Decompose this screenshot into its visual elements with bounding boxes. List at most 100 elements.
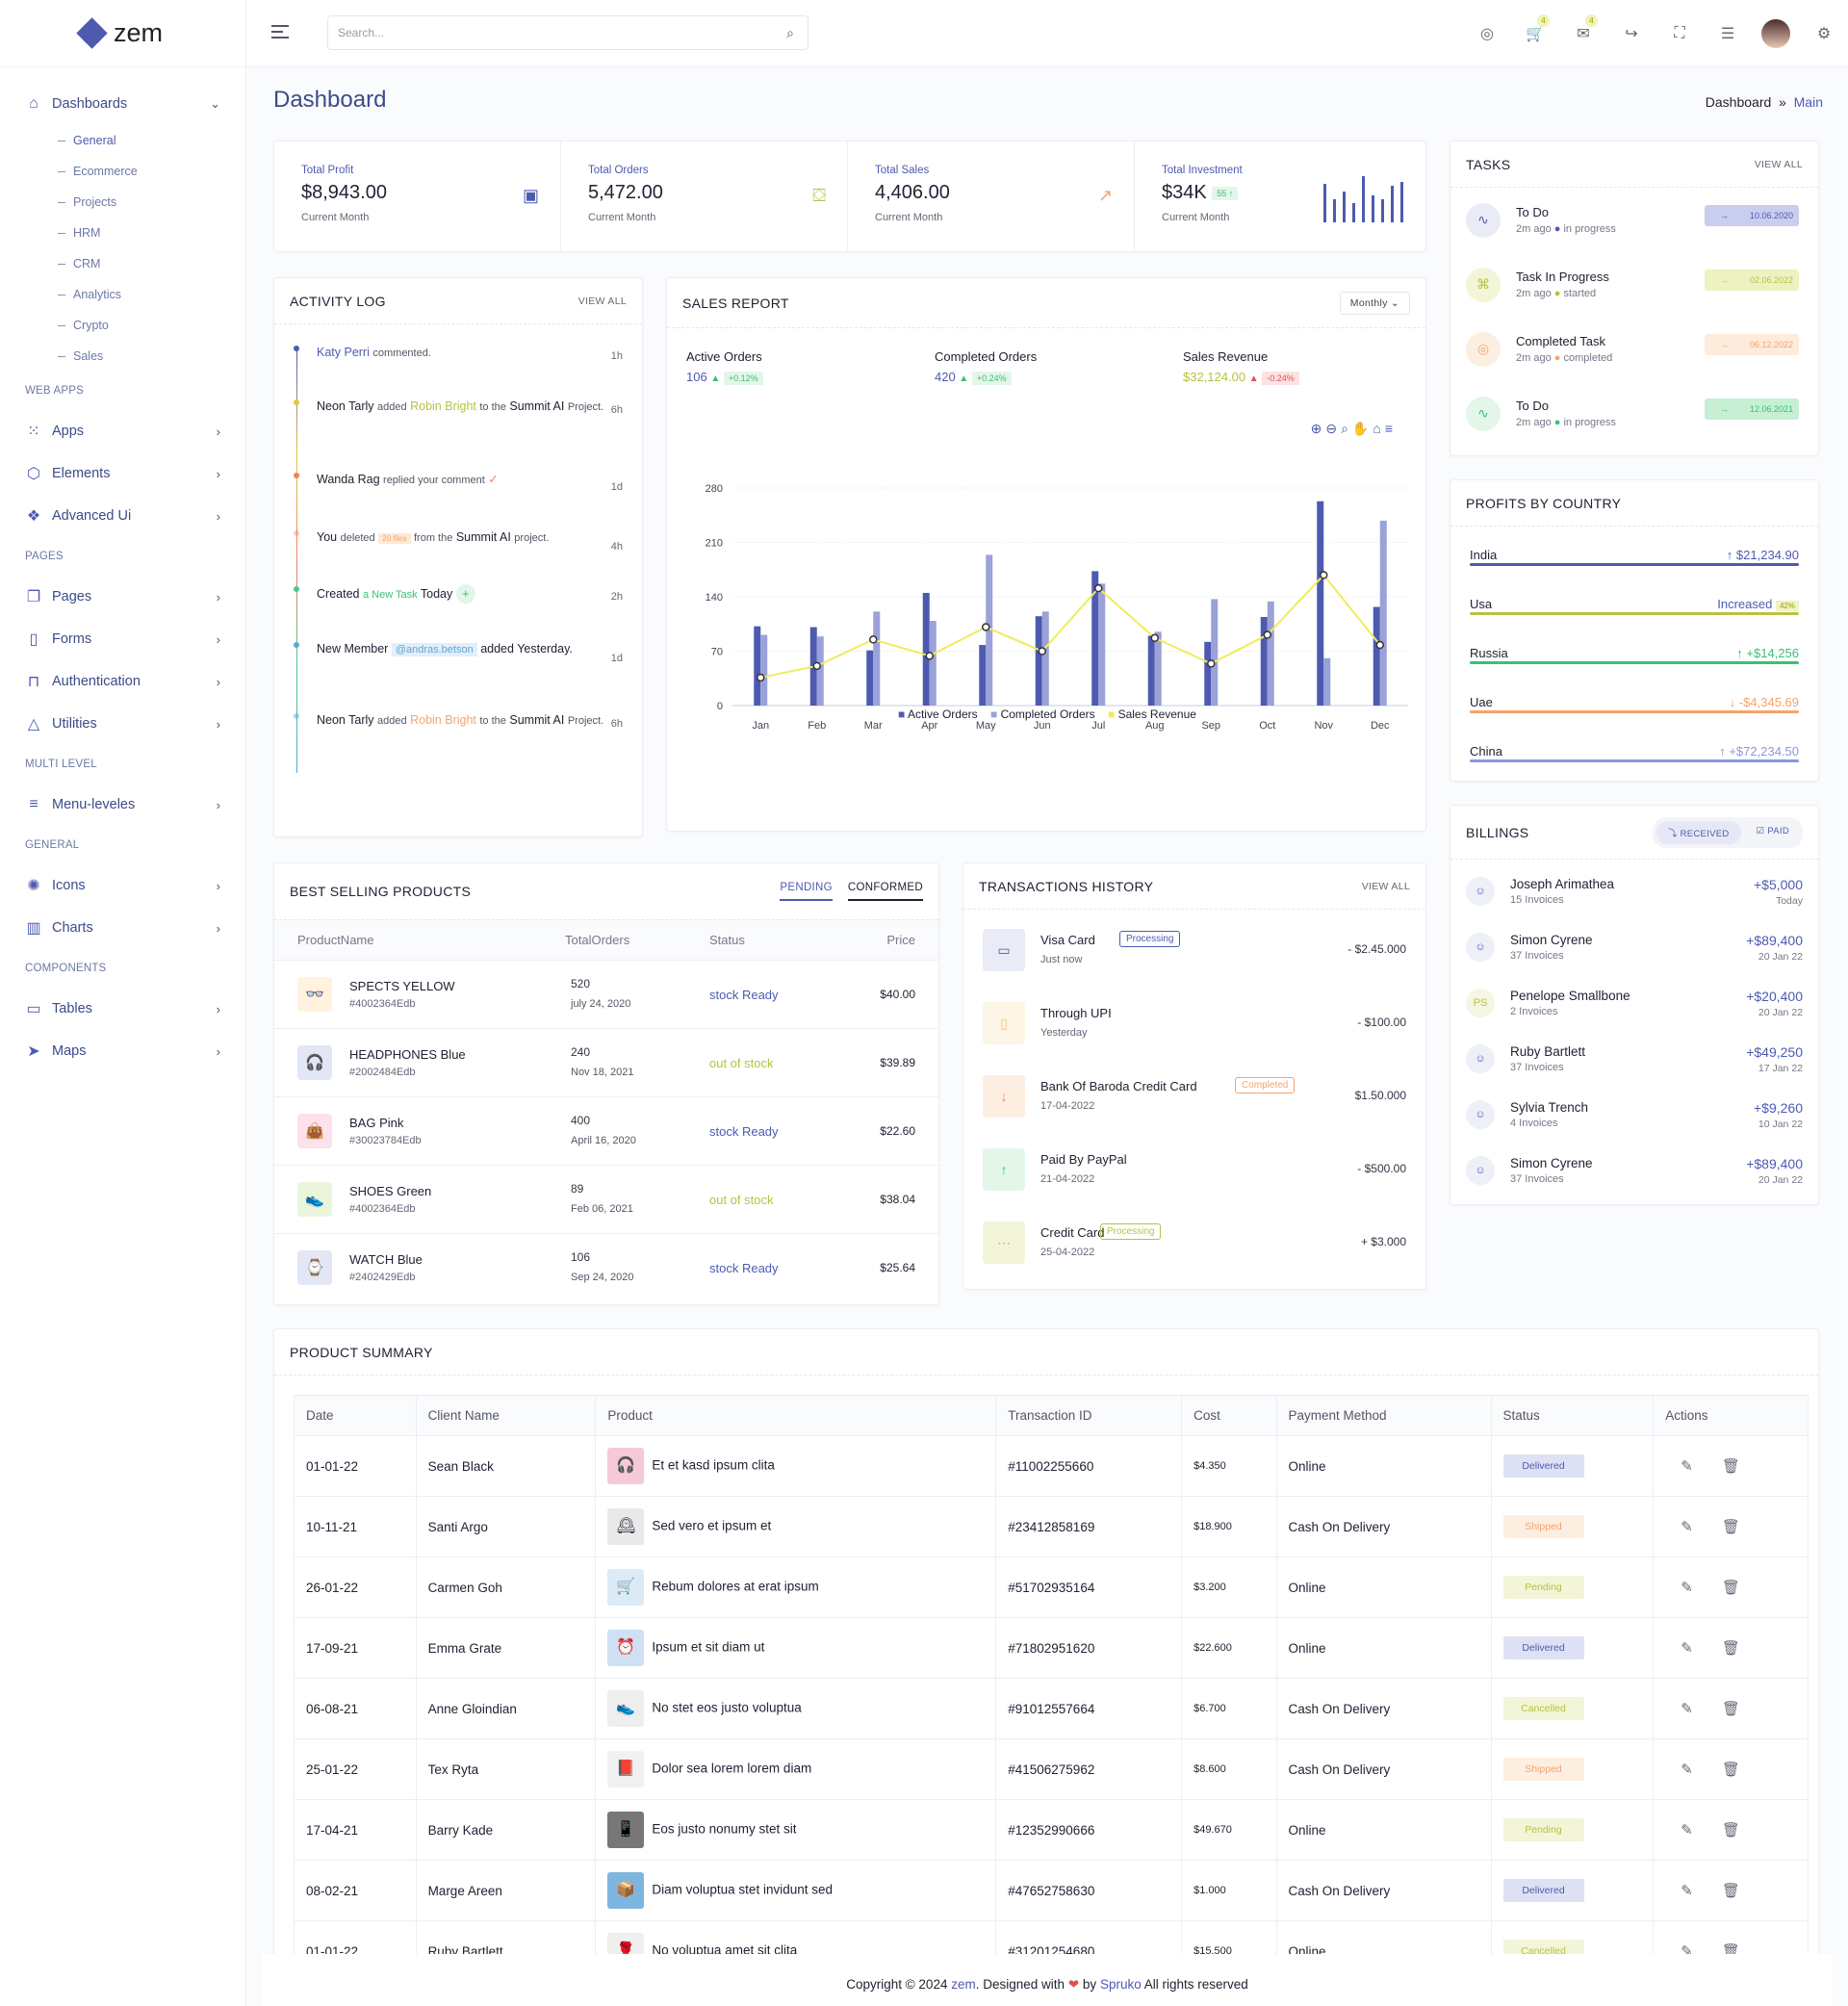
plus-icon[interactable]: +: [455, 584, 475, 604]
view-all-link[interactable]: VIEW ALL: [1754, 158, 1803, 170]
globe-icon[interactable]: ◎: [1480, 26, 1494, 42]
billing-row[interactable]: ☺ Joseph Arimathea 15 Invoices +$5,000 Today: [1450, 863, 1818, 919]
table-row[interactable]: 👓 SPECTS YELLOW #4002364Edb 520 july 24, 202…: [274, 960, 938, 1028]
sidebar-item-authentication[interactable]: ⊓ Authentication ›: [0, 660, 245, 703]
trash-icon[interactable]: 🗑: [1721, 1822, 1740, 1839]
sidebar-sub-ecommerce[interactable]: Ecommerce: [0, 156, 245, 187]
activity-link[interactable]: Robin Bright: [410, 713, 476, 727]
table-row[interactable]: 🎧 HEADPHONES Blue #2002484Edb 240 Nov 18, 20…: [274, 1028, 938, 1096]
sidebar-item-advanced-ui[interactable]: ❖ Advanced Ui ›: [0, 495, 245, 537]
edit-icon[interactable]: ✎: [1681, 1580, 1693, 1596]
billing-row[interactable]: ☺ Ruby Bartlett 37 Invoices +$49,250 17 Jan …: [1450, 1031, 1818, 1087]
activity-actor[interactable]: Katy Perri: [317, 346, 370, 359]
sidebar-sub-crypto[interactable]: Crypto: [0, 310, 245, 341]
tab-pending[interactable]: PENDING: [780, 882, 833, 901]
transaction-row[interactable]: ↓ Bank Of Baroda Credit Card 17-04-2022 Com…: [963, 1060, 1425, 1133]
received-tab[interactable]: ⤵ RECEIVED: [1656, 820, 1741, 844]
avatar[interactable]: [1761, 19, 1790, 48]
edit-icon[interactable]: ✎: [1681, 1640, 1693, 1657]
zoom-in-icon[interactable]: ⊕: [1310, 421, 1326, 436]
transaction-row[interactable]: ▭ Visa Card Just now Processing - $2.45.000: [963, 913, 1425, 987]
task-item[interactable]: ⌘ Task In Progress 2m ago ● started → 02.06.…: [1450, 252, 1818, 317]
edit-icon[interactable]: ✎: [1681, 1762, 1693, 1778]
fullscreen-icon[interactable]: ⛶: [1674, 25, 1685, 41]
share-icon[interactable]: ↪: [1625, 26, 1638, 42]
tab-conformed[interactable]: CONFORMED: [847, 882, 923, 901]
edit-icon[interactable]: ✎: [1681, 1822, 1693, 1839]
billing-row[interactable]: ☺ Sylvia Trench 4 Invoices +$9,260 10 Jan 22: [1450, 1087, 1818, 1143]
sidebar-item-elements[interactable]: ⬡ Elements ›: [0, 452, 245, 495]
billing-row[interactable]: PS Penelope Smallbone 2 Invoices +$20,400 20…: [1450, 975, 1818, 1031]
trash-icon[interactable]: 🗑: [1721, 1762, 1740, 1778]
bar-active-orders: [922, 592, 930, 706]
sidebar-sub-analytics[interactable]: Analytics: [0, 279, 245, 310]
hamburger-menu-icon[interactable]: [271, 25, 289, 42]
billing-row[interactable]: ☺ Simon Cyrene 37 Invoices +$89,400 20 Jan 2…: [1450, 1143, 1818, 1198]
footer-brand-link[interactable]: zem: [951, 1977, 976, 1992]
mention-tag[interactable]: @andras.betson: [391, 643, 477, 656]
sidebar-item-pages[interactable]: ❐ Pages ›: [0, 576, 245, 618]
revenue-point: [1263, 630, 1271, 639]
trash-icon[interactable]: 🗑: [1721, 1640, 1740, 1657]
sidebar-sub-hrm[interactable]: HRM: [0, 218, 245, 248]
billing-row[interactable]: ☺ Simon Cyrene 37 Invoices +$89,400 20 Jan 2…: [1450, 919, 1818, 975]
menu-icon[interactable]: ≡: [1384, 421, 1397, 436]
revenue-point: [1320, 571, 1328, 579]
edit-icon[interactable]: ✎: [1681, 1519, 1693, 1535]
transaction-row[interactable]: ▯ Through UPI Yesterday - $100.00: [963, 987, 1425, 1060]
cell-payment: Online: [1275, 1799, 1492, 1861]
table-row[interactable]: 👟 SHOES Green #4002364Edb 89 Feb 06, 2021 out…: [274, 1165, 938, 1233]
transaction-row[interactable]: ⋯ Credit Card 25-04-2022 Processing + $3.000: [963, 1206, 1425, 1279]
sidebar-item-menu-levels[interactable]: ≡ Menu-leveles ›: [0, 784, 245, 826]
breadcrumb-item[interactable]: Dashboard: [1705, 94, 1772, 110]
view-all-link[interactable]: VIEW ALL: [1361, 880, 1410, 892]
table-row[interactable]: 👜 BAG Pink #30023784Edb 400 April 16, 2020 st…: [274, 1096, 938, 1165]
sidebar-item-maps[interactable]: ➤ Maps ›: [0, 1030, 245, 1072]
sidebar-item-forms[interactable]: ▯ Forms ›: [0, 618, 245, 660]
trash-icon[interactable]: 🗑: [1721, 1883, 1740, 1899]
sidebar-item-apps[interactable]: ⁙ Apps ›: [0, 410, 245, 452]
trash-icon[interactable]: 🗑: [1721, 1519, 1740, 1535]
home-icon[interactable]: ⌂: [1373, 421, 1385, 436]
notification-list-icon[interactable]: ☰: [1720, 26, 1735, 42]
search-input[interactable]: Search... ⌕: [327, 15, 808, 50]
trash-icon[interactable]: 🗑: [1721, 1701, 1740, 1717]
sidebar-item-tables[interactable]: ▭ Tables ›: [0, 988, 245, 1030]
cell-status: Cancelled: [1490, 1678, 1655, 1739]
sidebar-sub-sales[interactable]: Sales: [0, 341, 245, 372]
transaction-row[interactable]: ↑ Paid By PayPal 21-04-2022 - $500.00: [963, 1133, 1425, 1206]
task-item[interactable]: ∿ To Do 2m ago ● in progress → 12.06.2021: [1450, 381, 1818, 446]
task-item[interactable]: ∿ To Do 2m ago ● in progress → 10.06.2020: [1450, 188, 1818, 252]
logo[interactable]: zem: [0, 0, 245, 67]
bar-completed-orders: [986, 554, 993, 706]
magnifier-icon[interactable]: ⌕: [1341, 421, 1352, 436]
trash-icon[interactable]: 🗑: [1721, 1458, 1740, 1475]
mail-icon[interactable]: ✉ 4: [1559, 14, 1607, 43]
sidebar-item-charts[interactable]: ▥ Charts ›: [0, 907, 245, 949]
edit-icon[interactable]: ✎: [1681, 1883, 1693, 1899]
trash-icon[interactable]: 🗑: [1721, 1580, 1740, 1596]
stat-label: Total Orders: [588, 165, 649, 176]
sidebar-item-dashboards[interactable]: ⌂ Dashboards ⌄: [0, 83, 245, 125]
cell-product: 🎧 Et et kasd ipsum clita: [595, 1435, 997, 1497]
activity-link[interactable]: Robin Bright: [410, 399, 476, 413]
table-row[interactable]: ⌚ WATCH Blue #2402429Edb 106 Sep 24, 2020 sto…: [274, 1233, 938, 1301]
edit-icon[interactable]: ✎: [1681, 1701, 1693, 1717]
gear-icon[interactable]: ⚙: [1816, 26, 1832, 42]
edit-icon[interactable]: ✎: [1681, 1458, 1693, 1475]
search-icon[interactable]: ⌕: [786, 25, 794, 40]
paid-tab[interactable]: ☑ PAID: [1747, 821, 1799, 844]
sidebar-item-icons[interactable]: ✺ Icons ›: [0, 864, 245, 907]
footer-author-link[interactable]: Spruko: [1099, 1977, 1142, 1992]
sidebar-sub-crm[interactable]: CRM: [0, 248, 245, 279]
zoom-out-icon[interactable]: ⊖: [1325, 421, 1342, 436]
sidebar-item-utilities[interactable]: △ Utilities ›: [0, 703, 245, 745]
sidebar-sub-projects[interactable]: Projects: [0, 187, 245, 218]
cart-icon[interactable]: 🛒 4: [1511, 14, 1559, 43]
period-select[interactable]: Monthly ⌄: [1339, 291, 1410, 315]
pan-hand-icon[interactable]: ✋: [1351, 421, 1373, 436]
sidebar: zem ⌂ Dashboards ⌄ General Ecommerce Proje…: [0, 0, 246, 2006]
task-item[interactable]: ◎ Completed Task 2m ago ● completed → 06.12.…: [1450, 317, 1818, 381]
view-all-link[interactable]: VIEW ALL: [578, 295, 627, 307]
sidebar-sub-general[interactable]: General: [0, 125, 245, 156]
